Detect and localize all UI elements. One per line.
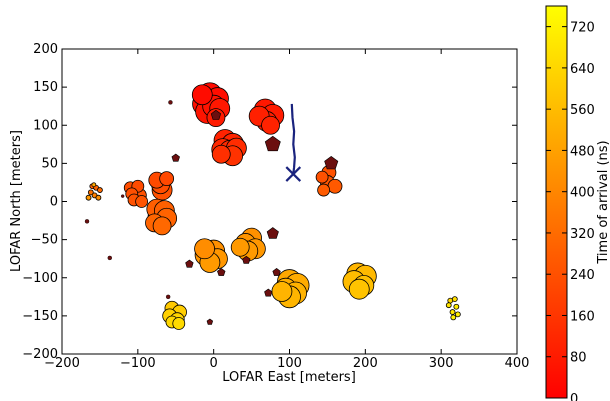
colorbar-tick-label: 640 [570,62,595,77]
colorbar-tick-label: 160 [570,309,595,324]
antenna-point [152,216,172,236]
x-tick-label: 0 [210,356,218,371]
x-axis-label: LOFAR East [meters] [222,370,356,385]
colorbar [545,5,568,399]
y-axis-label: LOFAR North [meters] [9,130,24,272]
antenna-point [191,84,213,106]
antenna-point [348,278,370,300]
dot-marker [107,255,112,261]
antenna-point [87,189,94,196]
x-tick-label: 400 [505,356,530,371]
pentagon-marker [210,109,222,120]
colorbar-tick-label: 720 [570,21,595,36]
colorbar-ticks: 0 80 160 240 320 400 480 560 640 720 [546,21,595,401]
dot-marker [168,100,173,105]
pentagon-marker [217,268,226,276]
x-tick-label: 200 [353,356,378,371]
antenna-point [454,311,461,318]
colorbar-tick-label: 240 [570,268,595,283]
antenna-point [230,237,250,257]
track-layer [285,103,302,182]
antenna-point [315,170,329,184]
antenna-point [91,182,97,188]
y-axis-ticks: −200 −150 −100 −50 0 50 100 150 200 [22,42,517,362]
antenna-point [211,144,231,164]
pentagon-marker [264,288,273,297]
y-tick-label: 50 [41,156,58,171]
shower-core-marker [285,166,302,182]
antenna-point [172,317,186,330]
colorbar-label: Time of arrival (ns) [596,140,610,264]
dot-marker [84,219,90,224]
antenna-point [449,309,456,315]
y-tick-label: −150 [22,309,58,324]
dot-marker [120,194,125,198]
pentagon-marker [171,153,180,162]
y-tick-label: −200 [22,347,58,362]
antenna-point [95,194,102,201]
antenna-point [159,171,175,187]
x-tick-label: 300 [429,356,454,371]
y-tick-label: 200 [33,42,58,57]
x-tick-label: −200 [44,356,80,371]
pentagon-marker [266,227,279,239]
y-tick-label: 150 [33,80,58,95]
pentagon-marker [206,318,214,325]
y-tick-label: −50 [31,233,58,248]
y-tick-label: 100 [33,118,58,133]
antenna-point [261,115,280,135]
pentagon-marker [324,156,339,170]
colorbar-tick-label: 400 [570,186,595,201]
shower-track-line [290,103,296,175]
colorbar-tick-label: 320 [570,227,595,242]
x-tick-label: 100 [277,356,302,371]
y-tick-label: 0 [50,195,58,210]
colorbar-tick-label: 480 [570,144,595,159]
pentagon-marker [185,259,194,268]
dot-marker [165,294,171,300]
colorbar-tick-label: 560 [570,103,595,118]
antenna-point [450,314,457,321]
antenna-point [85,194,92,201]
antenna-point [135,195,149,208]
antenna-point [194,238,215,260]
colorbar-tick-label: 0 [570,392,578,401]
pentagon-marker [264,135,281,152]
scatter-points [84,82,461,330]
x-axis-ticks: −200 −100 0 100 200 300 400 [44,49,529,371]
antenna-point [445,302,452,309]
antenna-point [327,178,343,194]
antenna-point [453,303,460,310]
antenna-point [97,187,103,193]
antenna-point [271,281,293,302]
antenna-point [451,296,458,303]
pentagon-marker [242,255,251,264]
x-tick-label: −100 [120,356,156,371]
antenna-point [317,183,331,197]
pentagon-marker [272,268,281,276]
colorbar-tick-label: 80 [570,351,587,366]
y-tick-label: −100 [22,271,58,286]
